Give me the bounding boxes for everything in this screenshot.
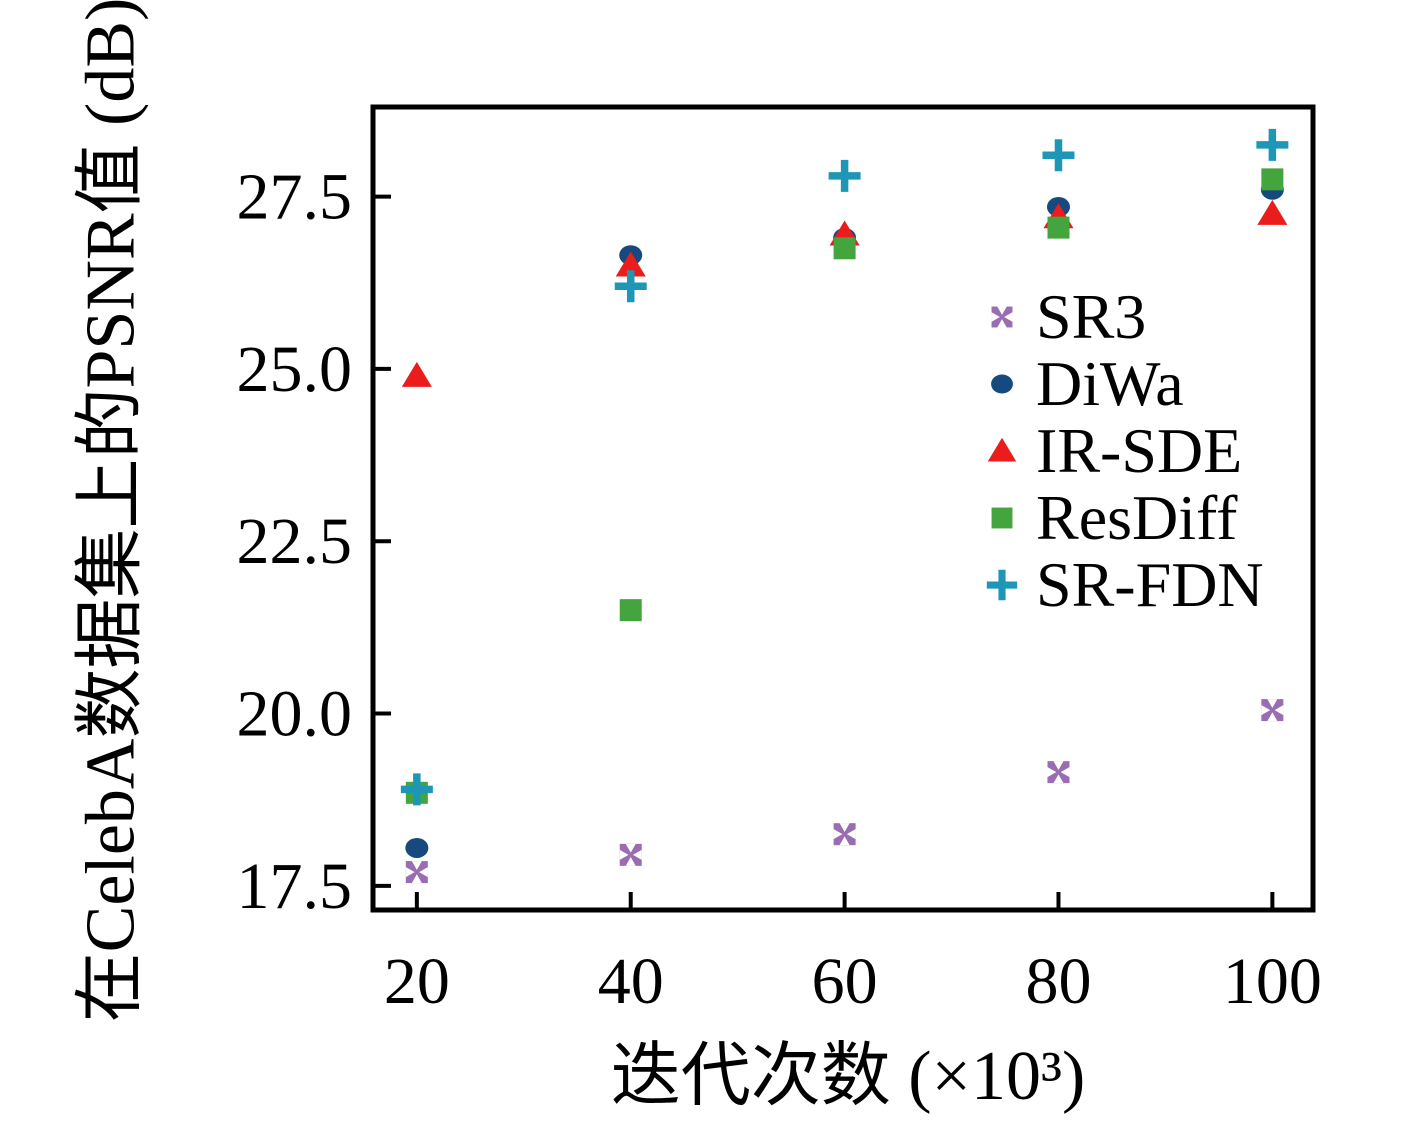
data-point-diwa xyxy=(405,837,429,858)
legend-item-ir-sde: IR-SDE xyxy=(980,417,1264,484)
data-point-sr-fdn xyxy=(614,270,647,303)
data-point-sr3 xyxy=(619,843,642,866)
legend: SR3 DiWa IR-SDE ResDiff SR-FDN xyxy=(980,283,1264,618)
data-point-sr-fdn xyxy=(400,773,433,806)
ir-sde-triangle-marker-icon xyxy=(980,429,1024,473)
data-point-resdiff xyxy=(1047,216,1070,239)
data-point-sr-fdn xyxy=(1042,139,1075,172)
sr-fdn-plus-marker-icon xyxy=(980,563,1024,607)
data-point-sr-fdn xyxy=(828,159,861,192)
data-point-resdiff xyxy=(1261,168,1284,191)
legend-item-sr-fdn: SR-FDN xyxy=(980,551,1264,618)
data-point-resdiff xyxy=(833,237,856,260)
x-tick-label: 80 xyxy=(1025,945,1091,1018)
legend-item-sr3: SR3 xyxy=(980,283,1264,350)
data-point-sr3 xyxy=(405,861,428,884)
diwa-circle-marker-icon xyxy=(980,362,1024,406)
legend-label: SR-FDN xyxy=(1036,548,1264,620)
sr3-square-x-marker-icon xyxy=(980,295,1024,339)
legend-label: IR-SDE xyxy=(1036,414,1243,486)
x-axis-title: 迭代次数 (×10³) xyxy=(610,1038,1086,1115)
data-point-resdiff xyxy=(619,599,642,622)
y-tick-label: 25.0 xyxy=(237,333,353,406)
legend-label: DiWa xyxy=(1036,347,1184,419)
y-tick-label: 22.5 xyxy=(237,505,353,578)
x-tick-label: 20 xyxy=(384,945,450,1018)
legend-label: ResDiff xyxy=(1036,481,1238,553)
data-point-sr3 xyxy=(1047,761,1070,784)
legend-item-resdiff: ResDiff xyxy=(980,484,1264,551)
x-tick-label: 100 xyxy=(1223,945,1322,1018)
legend-item-diwa: DiWa xyxy=(980,350,1264,417)
y-tick-label: 20.0 xyxy=(237,678,353,751)
x-tick-label: 40 xyxy=(598,945,664,1018)
data-point-sr-fdn xyxy=(1256,128,1289,161)
y-tick-label: 17.5 xyxy=(237,850,353,923)
data-point-ir-sde xyxy=(615,251,646,277)
y-tick-label: 27.5 xyxy=(237,161,353,234)
data-point-ir-sde xyxy=(401,361,432,387)
x-tick-label: 60 xyxy=(812,945,878,1018)
resdiff-square-marker-icon xyxy=(980,496,1024,540)
legend-label: SR3 xyxy=(1036,280,1147,352)
data-point-sr3 xyxy=(833,823,856,846)
data-point-ir-sde xyxy=(1257,199,1288,225)
data-point-sr3 xyxy=(1261,699,1284,722)
